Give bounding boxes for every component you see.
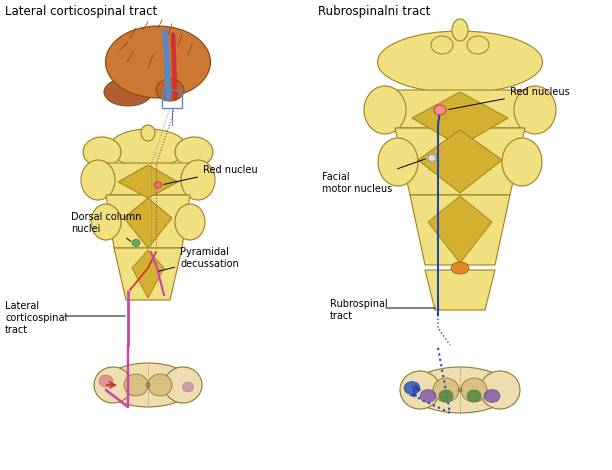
Polygon shape: [410, 195, 510, 265]
Ellipse shape: [428, 155, 436, 162]
Ellipse shape: [461, 378, 487, 402]
Ellipse shape: [514, 86, 556, 134]
Ellipse shape: [181, 160, 215, 200]
Ellipse shape: [434, 105, 446, 115]
Ellipse shape: [433, 378, 459, 402]
Text: Rubrospinal
tract: Rubrospinal tract: [330, 299, 388, 321]
Ellipse shape: [148, 374, 172, 396]
Ellipse shape: [105, 26, 211, 98]
Ellipse shape: [378, 31, 542, 93]
Polygon shape: [382, 90, 538, 128]
Ellipse shape: [400, 371, 440, 409]
Polygon shape: [124, 198, 172, 248]
Polygon shape: [106, 195, 190, 248]
Polygon shape: [118, 165, 178, 198]
Text: Lateral
corticospinal
tract: Lateral corticospinal tract: [5, 301, 67, 335]
Text: Facial
motor nucleus: Facial motor nucleus: [322, 159, 425, 194]
Ellipse shape: [99, 375, 113, 387]
Ellipse shape: [451, 262, 469, 274]
Ellipse shape: [141, 125, 155, 141]
Text: Red nucleus: Red nucleus: [449, 87, 570, 110]
Text: Rubrospinalni tract: Rubrospinalni tract: [318, 5, 430, 18]
Ellipse shape: [109, 129, 187, 167]
Ellipse shape: [83, 137, 121, 167]
Polygon shape: [418, 130, 502, 193]
Polygon shape: [428, 196, 492, 263]
Ellipse shape: [164, 367, 202, 403]
Text: Pyramidal
decussation: Pyramidal decussation: [159, 247, 239, 271]
Polygon shape: [412, 92, 508, 146]
Ellipse shape: [410, 367, 510, 413]
Polygon shape: [100, 163, 196, 195]
Ellipse shape: [104, 78, 152, 106]
Ellipse shape: [439, 390, 453, 402]
Ellipse shape: [364, 86, 406, 134]
Ellipse shape: [452, 19, 468, 41]
Ellipse shape: [146, 383, 150, 387]
Ellipse shape: [91, 204, 121, 240]
Text: Red nucleu: Red nucleu: [164, 165, 258, 184]
Polygon shape: [395, 128, 525, 195]
Ellipse shape: [175, 137, 213, 167]
Ellipse shape: [480, 371, 520, 409]
Ellipse shape: [175, 204, 205, 240]
Polygon shape: [425, 270, 495, 310]
Text: Lateral corticospinal tract: Lateral corticospinal tract: [5, 5, 157, 18]
Ellipse shape: [132, 240, 140, 246]
Ellipse shape: [431, 36, 453, 54]
Ellipse shape: [484, 390, 500, 402]
Polygon shape: [114, 248, 182, 300]
Ellipse shape: [124, 374, 148, 396]
Polygon shape: [132, 250, 164, 298]
Ellipse shape: [502, 138, 542, 186]
Bar: [162, 90, 182, 108]
Ellipse shape: [404, 382, 420, 394]
Ellipse shape: [467, 390, 481, 402]
Ellipse shape: [154, 182, 162, 188]
Ellipse shape: [156, 79, 184, 101]
Ellipse shape: [182, 382, 193, 392]
Ellipse shape: [103, 363, 193, 407]
Ellipse shape: [378, 138, 418, 186]
Ellipse shape: [420, 390, 436, 402]
Ellipse shape: [81, 160, 115, 200]
Ellipse shape: [467, 36, 489, 54]
Text: Dorsal column
nuclei: Dorsal column nuclei: [71, 212, 141, 241]
Ellipse shape: [94, 367, 132, 403]
Ellipse shape: [458, 388, 462, 392]
